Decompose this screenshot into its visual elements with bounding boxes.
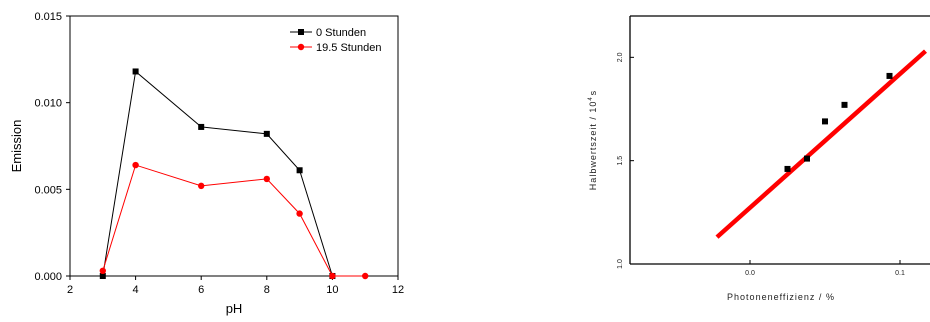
data-point [804, 155, 810, 162]
y-tick-label: 2.0 [617, 52, 624, 62]
data-point [296, 210, 303, 217]
y-tick-label: 0.010 [34, 98, 62, 110]
data-point [296, 167, 303, 174]
half-life-efficiency-chart: 0.0 0.1 1.0 1.5 2.0 Photoneneffizienz / % Halb… [588, 15, 930, 302]
data-point [198, 123, 205, 130]
data-point [362, 272, 369, 280]
y-tick-label: 0.000 [34, 271, 62, 283]
x-axis-label: pH [226, 301, 243, 316]
data-point [132, 68, 139, 75]
data-point [132, 161, 139, 169]
data-point [263, 175, 270, 183]
x-tick-label: 4 [133, 284, 139, 296]
data-point [99, 273, 106, 279]
series-line-0 [102, 70, 333, 277]
legend-marker [297, 43, 305, 51]
data-point [99, 267, 107, 274]
x-tick-label: 0.1 [895, 270, 905, 277]
emission-ph-chart: 2 4 6 8 10 12 0.000 0.005 0.010 0.015 pH Emission 0 … [9, 11, 404, 316]
y-axis-label-unit: s [588, 90, 598, 96]
data-point [841, 101, 848, 108]
fit-line [715, 49, 927, 239]
data-point [784, 165, 791, 172]
data-point [329, 272, 336, 280]
y-axis-label: Emission [9, 120, 24, 173]
x-tick-label: 10 [326, 284, 338, 296]
data-point [822, 118, 828, 125]
series-line-1 [102, 164, 366, 277]
legend-marker [298, 29, 304, 35]
x-axis-label: Photoneneffizienz / % [727, 292, 835, 302]
y-axis-label: Halbwertszeit / 104s [588, 90, 598, 190]
y-tick-label: 0.005 [34, 184, 62, 196]
y-tick-label: 1.0 [617, 259, 624, 269]
legend-label: 0 Stunden [316, 27, 366, 39]
plot-frame [69, 15, 399, 277]
data-point [198, 182, 205, 190]
data-point [886, 72, 893, 79]
x-tick-label: 12 [392, 284, 404, 296]
x-tick-label: 8 [264, 284, 270, 296]
x-tick-label: 0.0 [745, 270, 755, 277]
legend-label: 19.5 Stunden [316, 42, 381, 54]
y-axis-label-main: Halbwertszeit / 10 [588, 101, 598, 191]
x-tick-label: 2 [67, 284, 73, 296]
x-tick-label: 6 [198, 284, 204, 296]
y-tick-label: 1.5 [617, 156, 624, 166]
data-point [263, 130, 270, 137]
y-tick-label: 0.015 [34, 11, 62, 23]
y-axis-label-exponent: 4 [588, 96, 594, 100]
